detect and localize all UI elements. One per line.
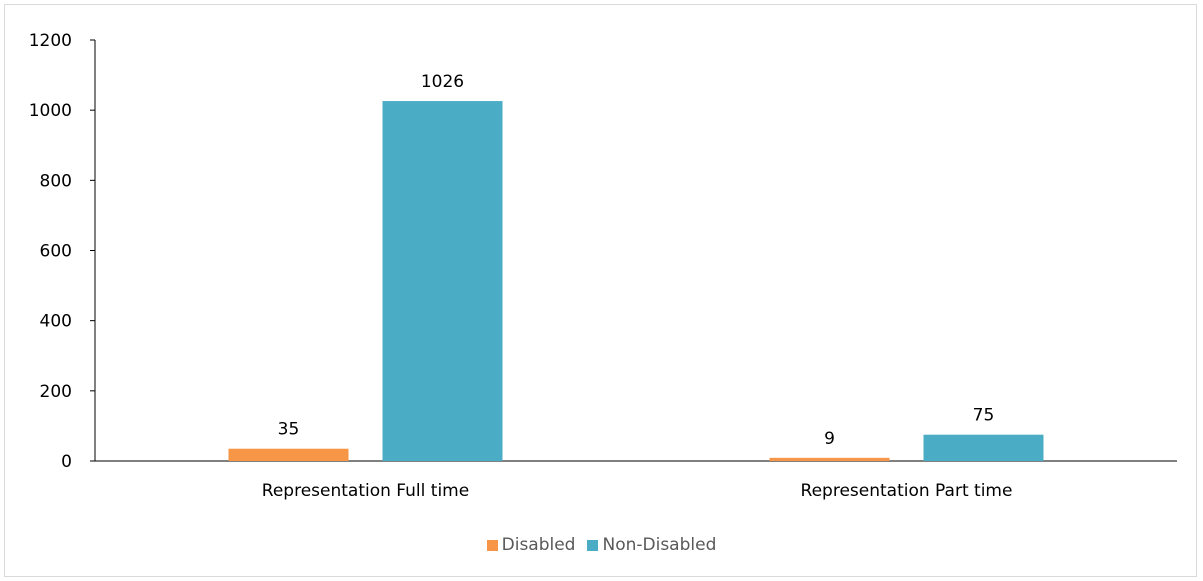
bar-non-disabled — [923, 434, 1044, 461]
chart-frame — [4, 4, 1197, 577]
y-axis: 0 200 400 600 800 1000 1200 — [29, 31, 1177, 472]
bar-non-disabled — [382, 101, 503, 462]
data-labels: 35 1026 9 75 — [278, 72, 995, 449]
data-label: 1026 — [421, 72, 464, 92]
x-axis-categories: Representation Full time Representation P… — [262, 481, 1013, 501]
y-tick-label: 1000 — [29, 101, 72, 121]
y-tick-label: 1200 — [29, 31, 72, 51]
bar-disabled — [769, 457, 890, 461]
bar-disabled — [228, 448, 349, 461]
x-category-label: Representation Part time — [801, 481, 1013, 501]
x-category-label: Representation Full time — [262, 481, 469, 501]
legend-swatch — [486, 539, 498, 551]
legend-item: Disabled — [486, 535, 576, 555]
data-label: 75 — [973, 406, 995, 426]
y-tick-label: 200 — [40, 382, 72, 402]
y-tick-label: 400 — [40, 312, 72, 332]
legend-label: Disabled — [501, 535, 576, 555]
legend-swatch — [587, 539, 599, 551]
data-label: 35 — [278, 420, 300, 440]
bars — [228, 101, 1044, 462]
legend: Disabled Non-Disabled — [0, 535, 1203, 556]
data-label: 9 — [824, 429, 835, 449]
y-tick-label: 800 — [40, 171, 72, 191]
legend-item: Non-Disabled — [587, 535, 716, 555]
legend-label: Non-Disabled — [602, 535, 717, 555]
y-tick-label: 600 — [40, 242, 72, 262]
y-tick-label: 0 — [61, 452, 72, 472]
